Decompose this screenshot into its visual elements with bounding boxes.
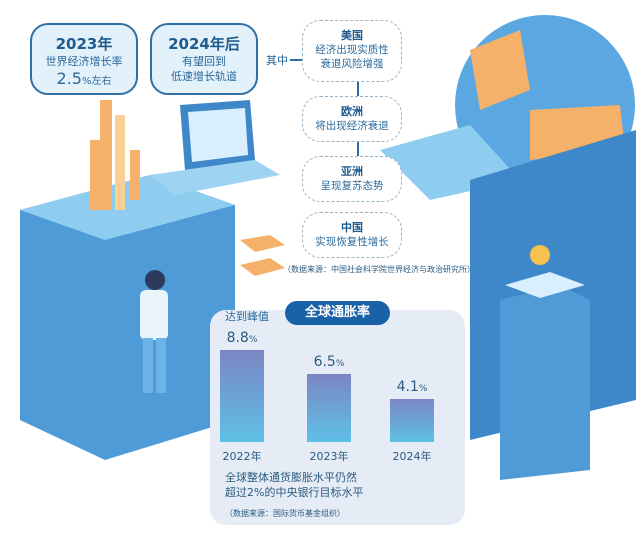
- region-desc: 呈现复苏态势: [320, 180, 384, 192]
- data-unit: %: [418, 384, 428, 395]
- left-block: [20, 175, 235, 460]
- bar-ornament: [100, 100, 112, 210]
- data-label: 8.8%: [212, 330, 272, 348]
- pillar: [500, 285, 590, 480]
- source-top: （数据来源：中国社会科学院世界经济与政治研究所）: [283, 265, 475, 274]
- person-head: [145, 270, 165, 290]
- outlook-line: 有望回到: [182, 55, 226, 68]
- person-body: [140, 290, 168, 340]
- year: 2024年后: [168, 35, 240, 53]
- region-name: 亚洲: [341, 165, 363, 178]
- box-2023-growth: 2023年 世界经济增长率 2.5%左右: [30, 23, 138, 95]
- bar-2024年: [390, 399, 434, 442]
- connector: [357, 142, 359, 156]
- globe-panel: [470, 30, 530, 110]
- region-name: 美国: [341, 29, 363, 42]
- bar-ornament: [130, 150, 140, 200]
- note: 全球整体通货膨胀水平仍然 超过2%的中央银行目标水平: [225, 470, 363, 500]
- source-bottom: （数据来源：国际货币基金组织）: [225, 509, 345, 518]
- chart-title: 全球通胀率: [285, 301, 390, 325]
- pillar-top: [505, 272, 585, 298]
- bar-ornament: [90, 140, 102, 210]
- lightbulb-icon: [530, 245, 550, 265]
- person-leg: [143, 338, 153, 393]
- region-europe: 欧洲 将出现经济衰退: [302, 96, 402, 142]
- data-unit: %: [248, 335, 258, 345]
- region-desc: 实现恢复性增长: [315, 236, 389, 248]
- step: [240, 235, 285, 252]
- peak-label: 达到峰值: [225, 310, 269, 323]
- growth-number: 2.5: [56, 69, 82, 88]
- region-desc: 将出现经济衰退: [315, 120, 389, 132]
- region-us: 美国 经济出现实质性 衰退风险增强: [302, 20, 402, 82]
- data-label: 4.1%: [382, 379, 442, 397]
- laptop-base: [150, 160, 280, 195]
- step: [240, 258, 285, 276]
- category-label: 2023年: [309, 450, 349, 463]
- growth-unit: %左右: [81, 76, 112, 87]
- connector: [357, 82, 359, 96]
- data-value: 4.1: [396, 379, 419, 396]
- bar-ornament: [115, 115, 125, 210]
- region-desc: 衰退风险增强: [320, 58, 384, 70]
- growth-label: 世界经济增长率: [45, 55, 123, 68]
- year: 2023年: [55, 35, 113, 53]
- box-2024-outlook: 2024年后 有望回到 低速增长轨道: [150, 23, 258, 95]
- bar-2022年: [220, 350, 264, 442]
- category-label: 2024年: [392, 450, 432, 463]
- laptop-screen: [188, 108, 248, 162]
- among-label: 其中: [266, 54, 288, 67]
- data-value: 6.5: [313, 354, 336, 371]
- outlook-line: 低速增长轨道: [171, 70, 237, 83]
- note-line: 全球整体通货膨胀水平仍然: [225, 471, 357, 484]
- data-label: 6.5%: [299, 354, 359, 372]
- category-label: 2022年: [222, 450, 262, 463]
- connector: [290, 59, 302, 61]
- region-desc: 经济出现实质性: [315, 44, 389, 56]
- region-china: 中国 实现恢复性增长: [302, 212, 402, 258]
- region-asia: 亚洲 呈现复苏态势: [302, 156, 402, 202]
- data-value: 8.8: [226, 330, 249, 346]
- note-line: 超过2%的中央银行目标水平: [225, 486, 364, 499]
- region-name: 欧洲: [341, 105, 363, 118]
- region-name: 中国: [341, 221, 363, 234]
- data-unit: %: [335, 359, 345, 370]
- person-leg: [156, 338, 166, 393]
- growth-value: 2.5%左右: [32, 69, 136, 92]
- bar-2023年: [307, 374, 351, 442]
